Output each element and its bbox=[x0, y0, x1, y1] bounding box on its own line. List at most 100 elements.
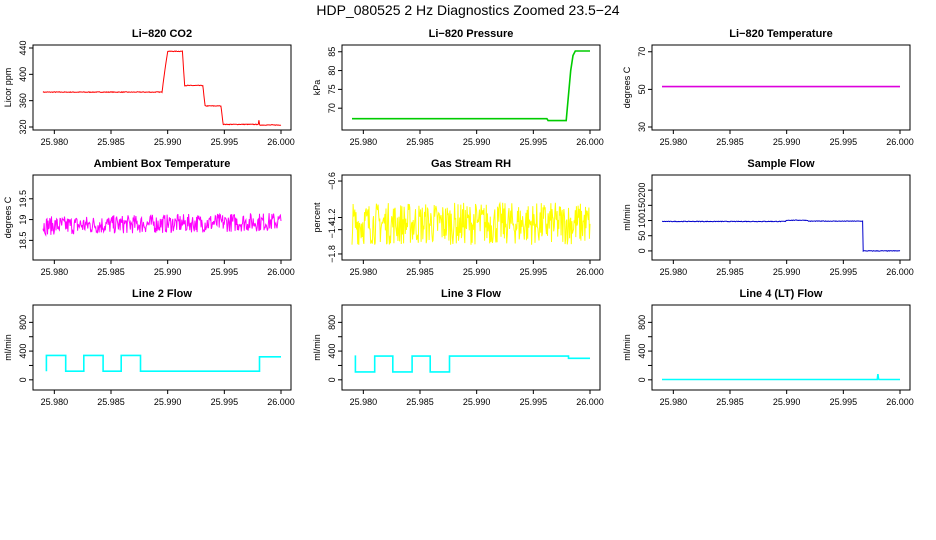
chart-panel-7: Line 2 Flow ml/min 0 400 800 25.980 25.985 25.9… bbox=[3, 288, 295, 407]
y-tick-label: 70 bbox=[637, 47, 647, 57]
y-tick-label: −0.6 bbox=[327, 172, 337, 190]
y-tick-label: 150 bbox=[637, 198, 647, 213]
y-axis-label: degrees C bbox=[3, 196, 13, 238]
x-tick-label: 26.000 bbox=[267, 267, 295, 277]
y-tick-label: 70 bbox=[327, 103, 337, 113]
y-tick-label: −1.2 bbox=[327, 209, 337, 227]
y-axis-label: ml/min bbox=[312, 334, 322, 361]
y-tick-label: 400 bbox=[18, 67, 28, 82]
chart-title: Li−820 Pressure bbox=[429, 28, 514, 40]
page-title: HDP_080525 2 Hz Diagnostics Zoomed 23.5−… bbox=[316, 2, 620, 18]
chart-title: Line 4 (LT) Flow bbox=[740, 288, 823, 300]
chart-title: Sample Flow bbox=[747, 158, 815, 170]
x-tick-label: 25.985 bbox=[97, 267, 125, 277]
chart-panel-1: Li−820 CO2 Licor ppm 320 360 400 440 25.980 25.… bbox=[3, 28, 295, 147]
chart-panel-3: Li−820 Temperature degrees C 30 50 70 25.980 2… bbox=[622, 28, 914, 147]
plot-frame bbox=[651, 174, 911, 261]
y-tick-label: 0 bbox=[327, 377, 337, 382]
x-tick-label: 25.995 bbox=[830, 397, 858, 407]
x-tick-label: 25.985 bbox=[97, 397, 125, 407]
chart-title: Ambient Box Temperature bbox=[94, 158, 231, 170]
y-tick-label: 18.5 bbox=[18, 232, 28, 250]
y-tick-label: 100 bbox=[637, 213, 647, 228]
plot-frame bbox=[651, 44, 911, 131]
x-tick-label: 25.995 bbox=[211, 267, 239, 277]
x-tick-label: 25.985 bbox=[406, 267, 434, 277]
x-tick-label: 26.000 bbox=[576, 397, 604, 407]
y-tick-label: 30 bbox=[637, 122, 647, 132]
x-tick-label: 26.000 bbox=[886, 137, 914, 147]
x-tick-label: 25.985 bbox=[97, 137, 125, 147]
x-tick-label: 25.990 bbox=[154, 137, 182, 147]
x-tick-label: 25.995 bbox=[520, 397, 548, 407]
x-tick-label: 25.985 bbox=[716, 397, 744, 407]
chart-title: Li−820 Temperature bbox=[729, 28, 832, 40]
y-tick-label: 0 bbox=[637, 377, 647, 382]
y-tick-label: −1.8 bbox=[327, 245, 337, 263]
y-tick-label: 19 bbox=[18, 215, 28, 225]
x-tick-label: 25.995 bbox=[211, 397, 239, 407]
x-tick-label: 25.990 bbox=[154, 397, 182, 407]
chart-panel-4: Ambient Box Temperature degrees C 18.5 19 19… bbox=[3, 158, 295, 277]
y-tick-label: 80 bbox=[327, 66, 337, 76]
plot-frame bbox=[651, 304, 911, 391]
x-tick-label: 25.980 bbox=[350, 267, 378, 277]
data-series-line bbox=[351, 201, 591, 245]
y-tick-label: 400 bbox=[327, 344, 337, 359]
chart-title: Gas Stream RH bbox=[431, 158, 511, 170]
y-tick-label: 50 bbox=[637, 84, 647, 94]
plot-frame bbox=[32, 304, 292, 391]
x-tick-label: 26.000 bbox=[267, 397, 295, 407]
y-tick-label: 19.5 bbox=[18, 190, 28, 208]
plot-frame bbox=[32, 174, 292, 261]
x-tick-label: 25.990 bbox=[154, 267, 182, 277]
data-series-line bbox=[354, 355, 590, 373]
x-tick-label: 25.980 bbox=[350, 137, 378, 147]
y-axis-label: percent bbox=[312, 202, 322, 233]
y-tick-label: −1.4 bbox=[327, 221, 337, 239]
data-series-line bbox=[662, 373, 900, 381]
x-tick-label: 25.990 bbox=[463, 397, 491, 407]
y-tick-label: 800 bbox=[18, 315, 28, 330]
x-tick-label: 25.980 bbox=[660, 137, 688, 147]
x-tick-label: 26.000 bbox=[576, 137, 604, 147]
x-tick-label: 25.995 bbox=[520, 267, 548, 277]
x-tick-label: 25.995 bbox=[830, 267, 858, 277]
y-axis-label: ml/min bbox=[3, 334, 13, 361]
plot-frame bbox=[341, 44, 601, 131]
y-axis-label: degrees C bbox=[622, 66, 632, 108]
chart-title: Line 2 Flow bbox=[132, 288, 192, 300]
x-tick-label: 25.995 bbox=[520, 137, 548, 147]
x-tick-label: 25.980 bbox=[41, 137, 69, 147]
y-axis-label: ml/min bbox=[622, 334, 632, 361]
x-tick-label: 26.000 bbox=[886, 267, 914, 277]
y-tick-label: 75 bbox=[327, 84, 337, 94]
y-tick-label: 0 bbox=[637, 248, 647, 253]
x-tick-label: 25.985 bbox=[406, 397, 434, 407]
y-axis-label: ml/min bbox=[622, 204, 632, 231]
x-tick-label: 26.000 bbox=[886, 397, 914, 407]
y-tick-label: 400 bbox=[18, 344, 28, 359]
x-tick-label: 25.985 bbox=[406, 137, 434, 147]
x-tick-label: 25.985 bbox=[716, 267, 744, 277]
y-tick-label: 800 bbox=[637, 315, 647, 330]
y-tick-label: 440 bbox=[18, 40, 28, 55]
x-tick-label: 26.000 bbox=[576, 267, 604, 277]
x-tick-label: 25.990 bbox=[463, 267, 491, 277]
x-tick-label: 25.990 bbox=[463, 137, 491, 147]
data-series-line bbox=[42, 212, 282, 237]
chart-panel-5: Gas Stream RH percent −1.8 −1.4−1.2 −0.6 25.9… bbox=[312, 158, 604, 277]
plot-frame bbox=[32, 44, 292, 131]
x-tick-label: 25.980 bbox=[350, 397, 378, 407]
plot-frame bbox=[341, 304, 601, 391]
y-tick-label: 800 bbox=[327, 315, 337, 330]
chart-title: Li−820 CO2 bbox=[132, 28, 192, 40]
chart-title: Line 3 Flow bbox=[441, 288, 501, 300]
chart-panel-9: Line 4 (LT) Flow ml/min 0 400 800 25.980 25.98… bbox=[622, 288, 914, 407]
y-tick-label: 50 bbox=[637, 231, 647, 241]
y-tick-label: 400 bbox=[637, 344, 647, 359]
x-tick-label: 25.980 bbox=[41, 397, 69, 407]
data-series-line bbox=[42, 50, 282, 126]
